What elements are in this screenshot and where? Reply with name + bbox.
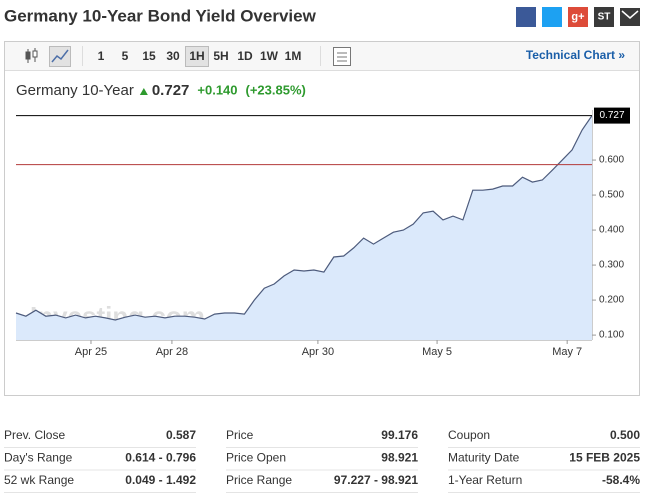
stat-value: 99.176 — [381, 428, 418, 442]
period-button[interactable]: 5 — [122, 49, 129, 63]
stat-label: Day's Range — [4, 451, 73, 465]
stat-value: 0.587 — [166, 428, 196, 442]
period-button[interactable]: 1W — [260, 49, 279, 63]
twitter-icon[interactable] — [542, 7, 562, 27]
stat-value: 15 FEB 2025 — [569, 451, 640, 465]
stat-label: Price Range — [226, 473, 292, 487]
y-tick-label: 0.500 — [599, 190, 624, 201]
stat-value: 97.227 - 98.921 — [334, 473, 418, 487]
x-tick-label: May 7 — [552, 346, 582, 358]
y-tick-label: 0.400 — [599, 225, 624, 236]
x-tick-label: Apr 28 — [156, 346, 188, 358]
candle-icon[interactable] — [25, 48, 38, 63]
period-button[interactable]: 1D — [237, 49, 253, 63]
google-label: g+ — [571, 11, 584, 23]
y-tick-label: 0.100 — [599, 330, 624, 341]
stat-label: Prev. Close — [4, 428, 65, 442]
x-tick-label: Apr 30 — [302, 346, 334, 358]
stat-label: Price — [226, 428, 254, 442]
period-button[interactable]: 1M — [285, 49, 302, 63]
stat-label: 1-Year Return — [448, 473, 522, 487]
period-button[interactable]: 1 — [98, 49, 105, 63]
period-button[interactable]: 15 — [142, 49, 156, 63]
page-title: Germany 10-Year Bond Yield Overview — [4, 6, 317, 25]
reference-label-box — [594, 107, 630, 124]
y-tick-label: 0.200 — [599, 295, 624, 306]
y-tick-label: 0.300 — [599, 260, 624, 271]
mail-icon[interactable] — [620, 8, 640, 26]
line — [15, 115, 593, 321]
period-selected — [185, 46, 209, 67]
mail-flap — [621, 10, 639, 19]
stat-value: 98.921 — [381, 451, 418, 465]
x-tick-label: Apr 25 — [75, 346, 107, 358]
line-icon[interactable] — [49, 46, 71, 67]
period-button[interactable]: 1H — [189, 49, 204, 63]
x-tick-label: May 5 — [422, 346, 452, 358]
quote-name: Germany 10-Year — [16, 82, 134, 99]
stat-value: 0.049 - 1.492 — [125, 473, 196, 487]
facebook-icon[interactable] — [516, 7, 536, 27]
stocktwits-icon[interactable] — [594, 7, 614, 27]
quote-last: 0.727 — [152, 82, 190, 99]
stat-value: 0.614 - 0.796 — [125, 451, 196, 465]
stat-value: -58.4% — [602, 473, 640, 487]
stat-label: Maturity Date — [448, 451, 520, 465]
stat-label: 52 wk Range — [4, 473, 74, 487]
area — [16, 115, 592, 340]
stocktwits-label: ST — [598, 12, 611, 23]
line-icon-glyph — [51, 49, 69, 63]
y-tick-label: 0.600 — [599, 155, 624, 166]
google-icon[interactable] — [568, 7, 588, 27]
stat-label: Coupon — [448, 428, 490, 442]
stat-value: 0.500 — [610, 428, 640, 442]
toolbar — [5, 42, 639, 70]
quote-change: +0.140 — [197, 82, 237, 97]
period-button[interactable]: 30 — [166, 49, 180, 63]
reference-label: 0.727 — [599, 110, 624, 121]
stat-label: Price Open — [226, 451, 286, 465]
quote-change-pct: (+23.85%) — [246, 82, 306, 97]
up-arrow — [139, 88, 148, 95]
period-button[interactable]: 5H — [213, 49, 228, 63]
technical-chart-link[interactable]: Technical Chart » — [526, 48, 625, 62]
